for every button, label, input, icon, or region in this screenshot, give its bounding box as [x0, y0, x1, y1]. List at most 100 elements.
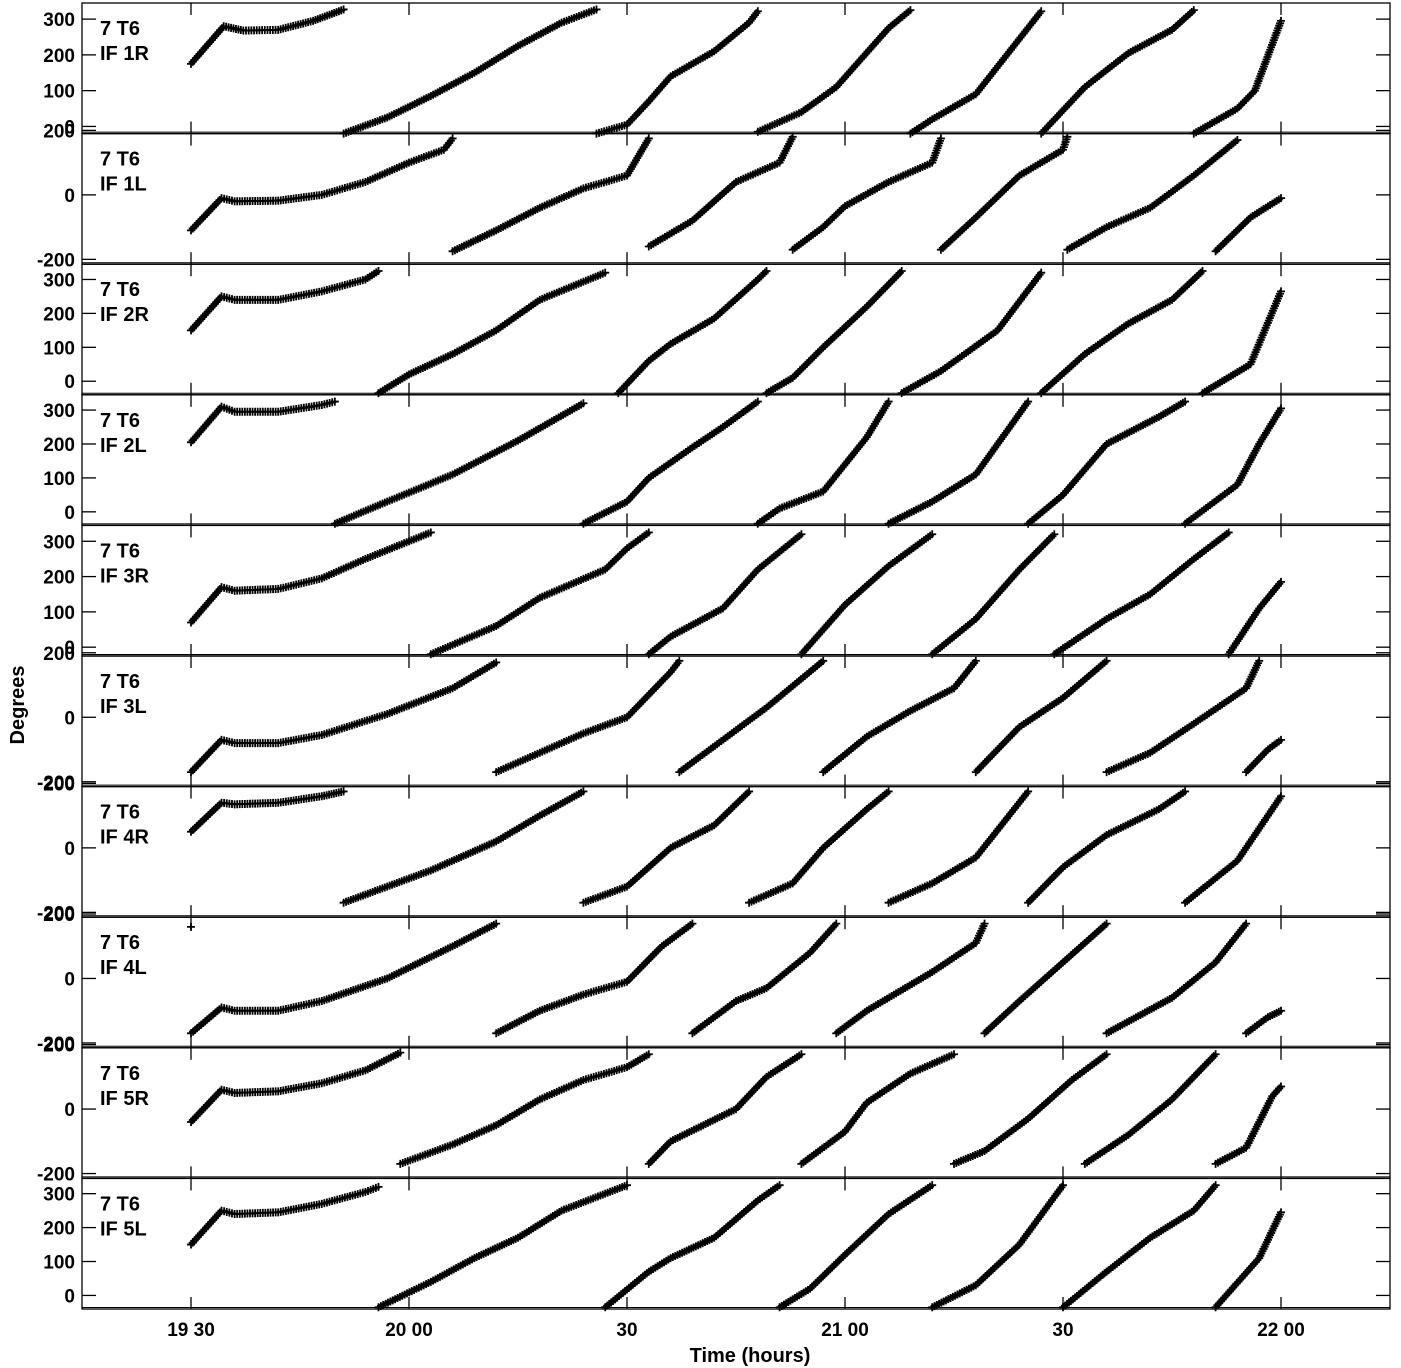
y-tick-label: -200: [37, 250, 75, 271]
series-segment: [1024, 787, 1190, 907]
series-segment: [187, 1048, 405, 1126]
panel-if-label: IF 2L: [100, 435, 147, 457]
series-segment: [1189, 16, 1285, 138]
data-point: [448, 134, 457, 143]
series-segment: [374, 268, 610, 398]
y-tick-label: 200: [43, 46, 75, 67]
series-segment: [980, 919, 1111, 1038]
y-tick-label: 0: [64, 117, 75, 138]
series-segment: [753, 6, 915, 136]
series-segment: [950, 1050, 1111, 1168]
series-segment: [396, 1050, 653, 1168]
series-segment: [448, 134, 653, 256]
series-segment: [1181, 404, 1285, 528]
series-segment: [592, 7, 762, 138]
panel-antenna-label: 7 T6: [100, 279, 140, 301]
data-point: [936, 134, 945, 143]
panel-if-label: IF 3R: [100, 565, 149, 587]
y-tick-label: 200: [43, 1036, 75, 1057]
panel-frame: [81, 2, 1391, 135]
y-tick-label: 0: [64, 186, 75, 207]
series-segment: [928, 530, 1059, 659]
series-segment: [1037, 6, 1198, 138]
y-tick-label: 300: [43, 401, 75, 422]
y-tick-label: 200: [43, 435, 75, 456]
data-point: [1277, 194, 1285, 203]
y-tick-label: 0: [64, 708, 75, 729]
series-segment: [644, 132, 797, 251]
panel-if-label: IF 1R: [100, 43, 149, 65]
y-tick-label: 200: [43, 905, 75, 926]
series-segment: [675, 656, 828, 777]
data-point: [788, 132, 797, 141]
series-segment: [330, 399, 588, 528]
series-segment: [884, 787, 1033, 907]
series-segment: [187, 5, 348, 68]
panel-antenna-label: 7 T6: [100, 671, 140, 693]
y-tick-label: 100: [43, 82, 75, 103]
series-segment: [1050, 528, 1233, 659]
series-segment: [187, 134, 457, 235]
series-segment: [897, 268, 1046, 398]
y-tick-label: 200: [43, 121, 75, 142]
data-point: [1277, 16, 1285, 25]
series-segment: [797, 1050, 958, 1168]
series-segment: [1063, 136, 1242, 254]
series-segment: [1181, 792, 1285, 907]
data-point: [601, 268, 610, 277]
panel-antenna-label: 7 T6: [100, 1063, 140, 1085]
series-segment: [1211, 194, 1285, 256]
series-segment: [579, 397, 762, 528]
series-segment: [187, 919, 501, 1038]
series-segment: [1198, 287, 1285, 398]
series-segment: [579, 787, 754, 907]
series-segment: [906, 7, 1046, 138]
series-segment: [644, 530, 806, 659]
data-point: [1233, 136, 1242, 145]
series-segment: [1037, 266, 1207, 398]
data-point: [187, 922, 195, 931]
y-tick-label: 200: [43, 304, 75, 325]
y-tick-label: 200: [43, 568, 75, 589]
panel-if-label: IF 3L: [100, 696, 147, 718]
data-point: [1037, 7, 1046, 16]
series-segment: [1024, 397, 1190, 528]
data-point: [644, 134, 653, 143]
series-segment: [884, 397, 1033, 528]
y-tick-label: 300: [43, 532, 75, 553]
series-segment: [1102, 919, 1251, 1038]
data-point: [374, 266, 383, 275]
y-tick-label: 100: [43, 603, 75, 624]
series-segment: [187, 787, 348, 836]
panel-if-label: IF 4R: [100, 827, 149, 849]
series-segment: [492, 656, 684, 777]
y-tick-label: 200: [43, 774, 75, 795]
series-segment: [688, 919, 841, 1038]
series-segment: [339, 5, 601, 138]
panel-if-label: IF 5R: [100, 1088, 149, 1110]
panel-antenna-label: 7 T6: [100, 802, 140, 824]
series-segment: [1242, 1006, 1285, 1038]
y-tick-label: 100: [43, 338, 75, 359]
panel-antenna-label: 7 T6: [100, 540, 140, 562]
series-segment: [187, 658, 501, 777]
series-segment: [426, 528, 653, 659]
series-segment: [832, 919, 989, 1038]
y-tick-label: 300: [43, 270, 75, 291]
series-segment: [936, 132, 1072, 254]
series-segment: [797, 530, 937, 659]
panel-if-label: IF 2R: [100, 304, 149, 326]
series-segment: [971, 656, 1111, 777]
series-segment: [762, 266, 906, 398]
panel-frame: [81, 1047, 1391, 1180]
series-segment: [1224, 577, 1285, 659]
series-segment: [819, 656, 980, 777]
